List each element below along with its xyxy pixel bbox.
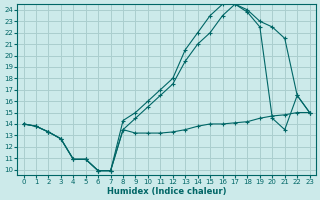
X-axis label: Humidex (Indice chaleur): Humidex (Indice chaleur) — [107, 187, 226, 196]
